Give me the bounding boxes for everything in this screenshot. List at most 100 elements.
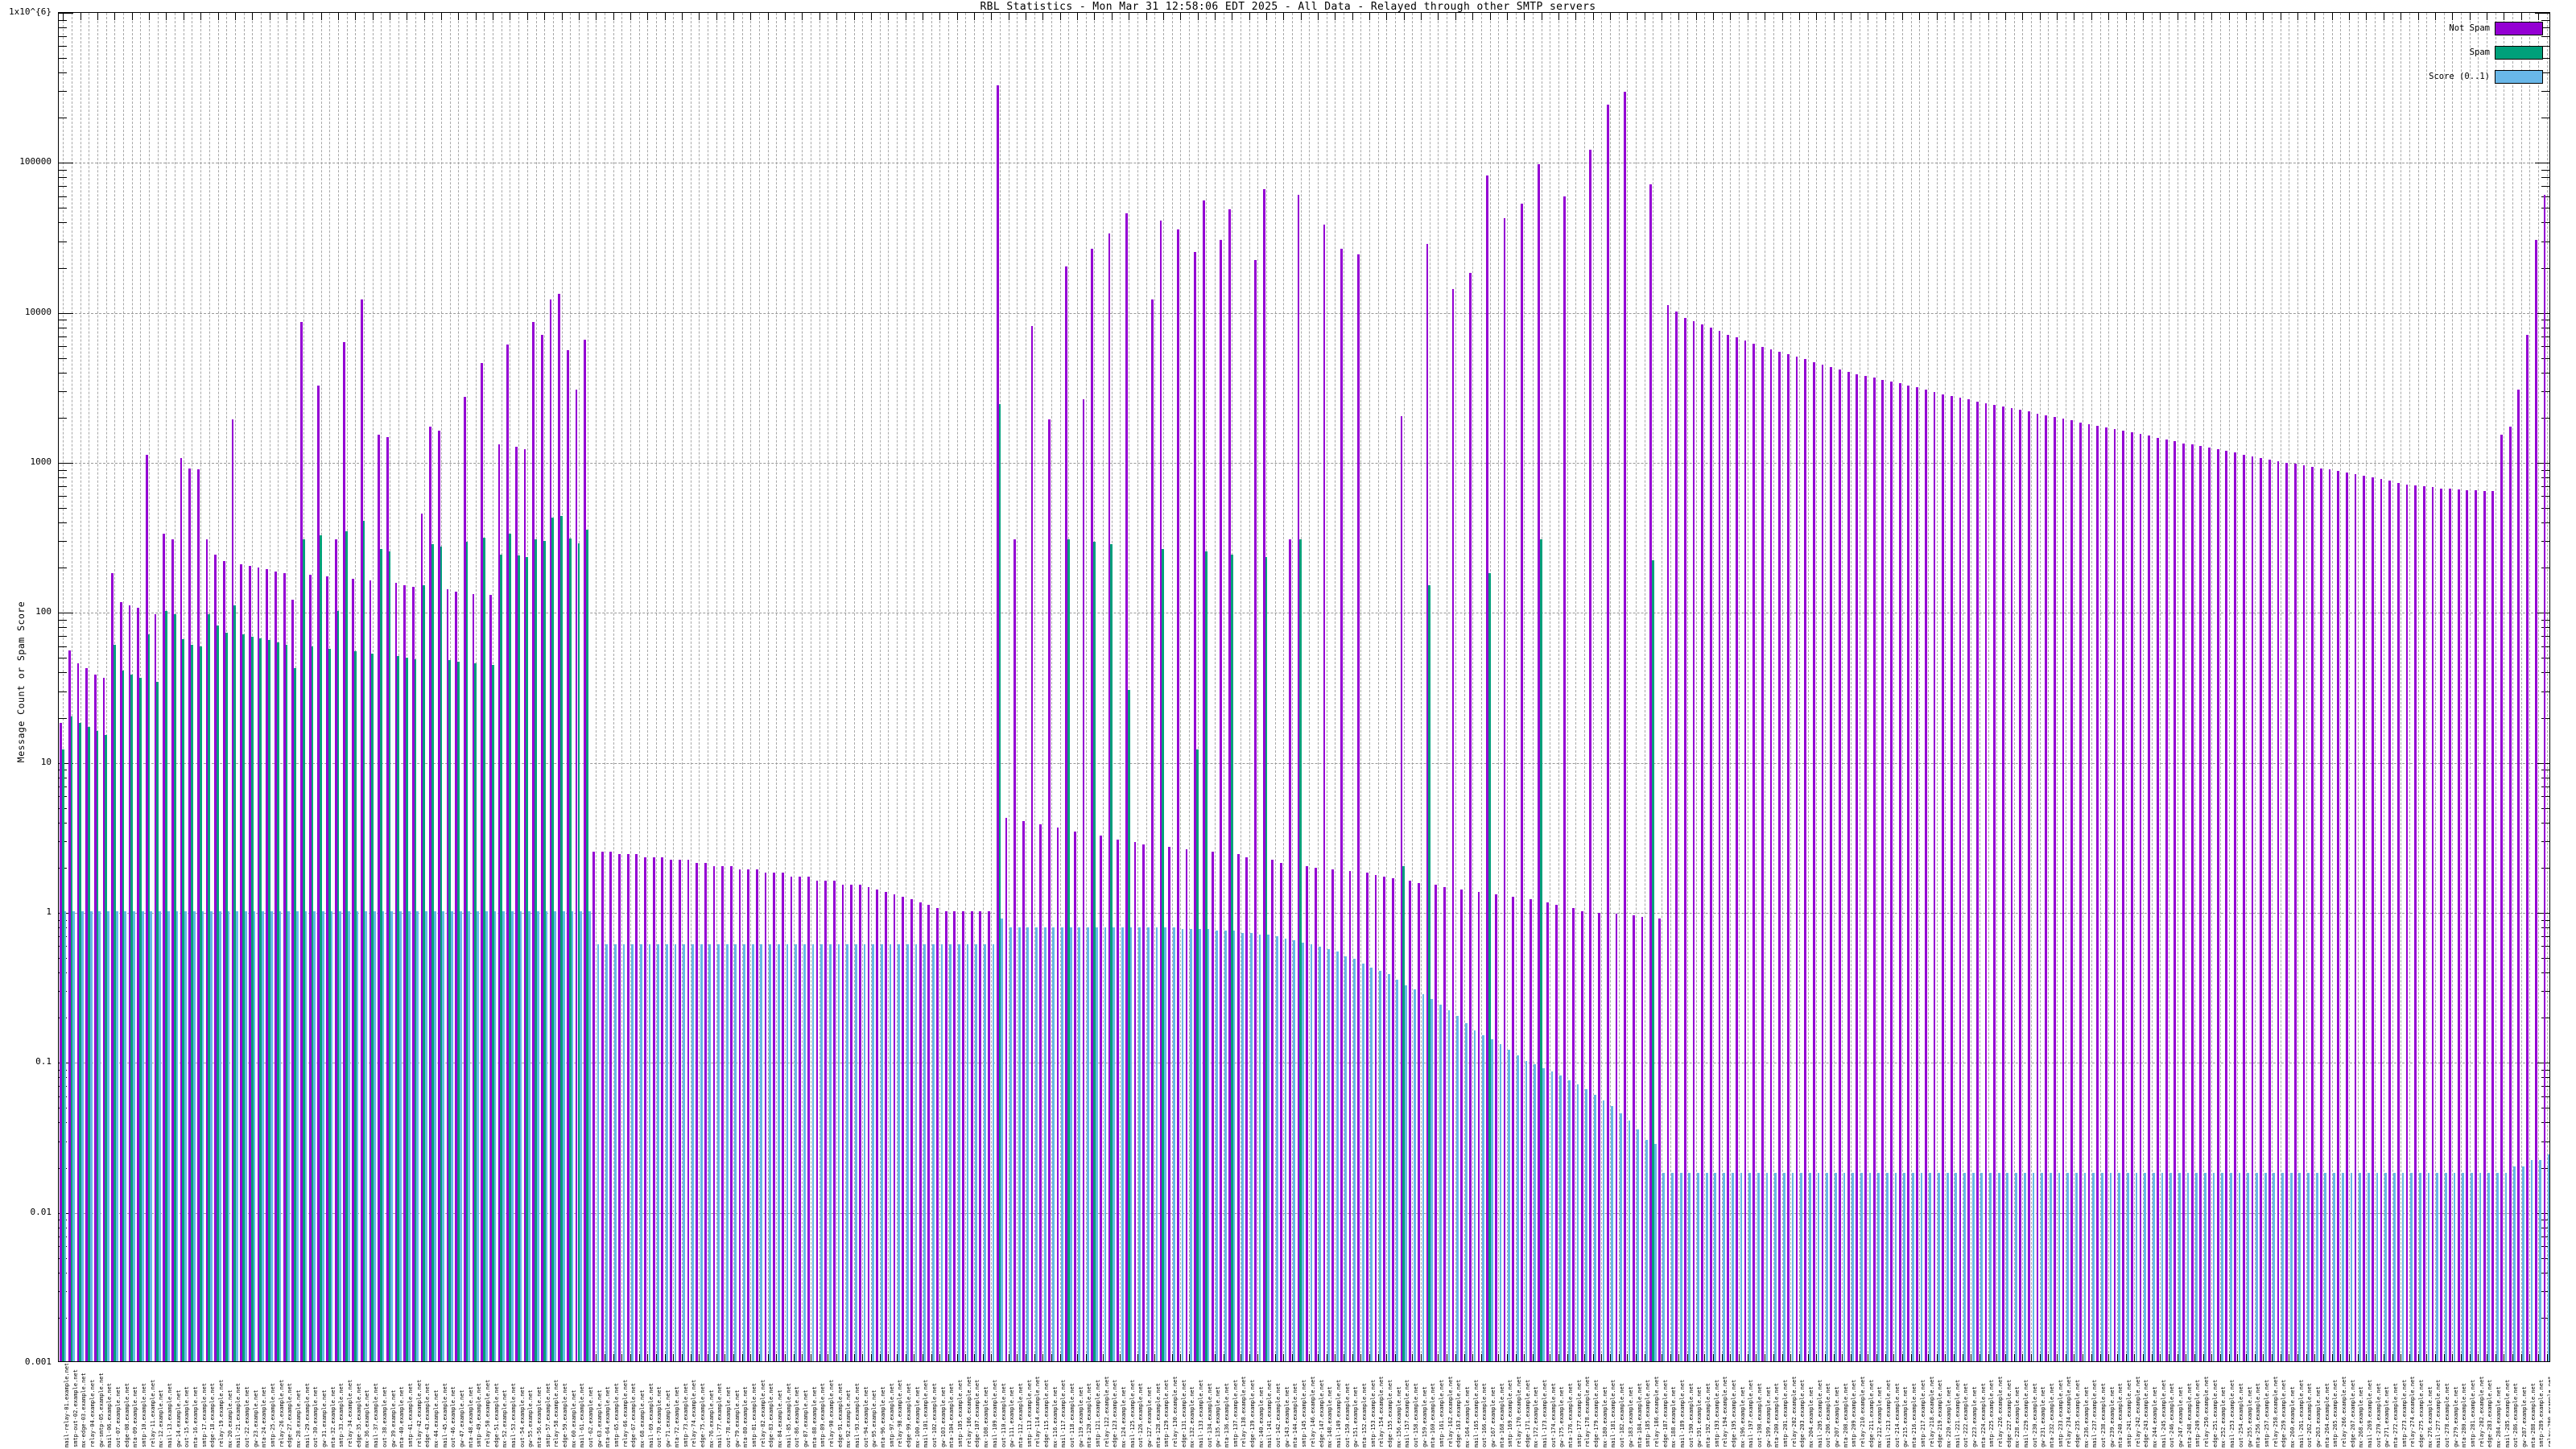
x-tick xyxy=(819,1354,820,1361)
x-tick-label: mx-116.example.net xyxy=(1051,1386,1059,1447)
x-tick-label: mta-88.example.net xyxy=(811,1386,818,1447)
bar-score xyxy=(468,911,471,1361)
bar-not-spam xyxy=(463,396,466,1361)
x-tick-top xyxy=(1162,13,1164,20)
x-tick-top xyxy=(2297,13,2299,20)
x-tick-label: gw-183.example.net xyxy=(1627,1386,1634,1447)
gridline-v xyxy=(1017,13,1018,1361)
bar-score xyxy=(691,944,694,1361)
x-tick-label: mx-164.example.net xyxy=(1464,1386,1471,1447)
x-tick-top xyxy=(1954,13,1955,20)
bar-not-spam xyxy=(2534,239,2537,1361)
bar-not-spam xyxy=(334,539,337,1361)
bar-not-spam xyxy=(2500,435,2503,1361)
y-tick-minor xyxy=(59,646,67,647)
gridline-v xyxy=(613,13,614,1361)
bar-not-spam xyxy=(1898,383,1901,1361)
x-tick-top xyxy=(234,13,236,20)
x-tick xyxy=(870,1354,872,1361)
x-tick-top xyxy=(337,13,339,20)
bar-score xyxy=(1267,934,1270,1361)
x-tick-label: gw-23.example.net xyxy=(252,1389,259,1447)
gridline-v xyxy=(2314,13,2316,1361)
bar-not-spam xyxy=(76,663,80,1361)
x-tick-label: smtp-161.example.net xyxy=(1438,1379,1445,1447)
y-tick-minor xyxy=(59,627,67,629)
bar-score xyxy=(1765,1173,1769,1361)
bar-spam xyxy=(423,584,426,1361)
bar-score xyxy=(966,944,969,1361)
gridline-v xyxy=(767,13,769,1361)
bar-score xyxy=(975,944,978,1361)
bar-score xyxy=(906,944,909,1361)
x-tick-top xyxy=(166,13,167,20)
x-tick-top xyxy=(97,13,99,20)
bar-not-spam xyxy=(2319,468,2322,1361)
bar-not-spam xyxy=(2285,462,2288,1361)
x-tick-label: mail-13.example.net xyxy=(166,1382,173,1447)
gridline-v xyxy=(1403,13,1405,1361)
y-tick-major xyxy=(2535,312,2549,314)
bar-score xyxy=(2256,1173,2258,1361)
bar-score xyxy=(374,911,376,1361)
x-tick-top xyxy=(114,13,116,20)
bar-score xyxy=(1164,927,1166,1361)
y-tick-minor xyxy=(59,469,67,471)
bar-not-spam xyxy=(317,385,320,1361)
bar-score xyxy=(1249,932,1253,1361)
gridline-v xyxy=(853,13,855,1361)
bar-not-spam xyxy=(635,854,638,1361)
bar-score xyxy=(1946,1173,1949,1361)
bar-score xyxy=(683,944,686,1361)
gridline-v xyxy=(1893,13,1895,1361)
bar-spam xyxy=(217,625,219,1361)
x-tick-top xyxy=(1180,13,1182,20)
gridline-v xyxy=(664,13,666,1361)
x-tick-top xyxy=(664,13,666,20)
bar-not-spam xyxy=(1657,918,1661,1361)
x-tick-label: relay-146.example.net xyxy=(1309,1376,1316,1447)
x-tick-label: gw-175.example.net xyxy=(1558,1386,1566,1447)
gridline-v xyxy=(1901,13,1903,1361)
x-tick xyxy=(1249,1354,1250,1361)
gridline-v xyxy=(2091,13,2092,1361)
bar-not-spam xyxy=(902,896,905,1361)
bar-score xyxy=(1997,1173,2000,1361)
y-tick-minor xyxy=(59,541,67,543)
x-tick xyxy=(1154,1354,1156,1361)
x-tick-label: relay-66.example.net xyxy=(621,1379,629,1447)
x-tick-label: relay-258.example.net xyxy=(2272,1376,2279,1447)
x-tick-top xyxy=(561,13,563,20)
x-tick-top xyxy=(2160,13,2161,20)
bar-score xyxy=(2264,1173,2267,1361)
x-tick-label: mail-269.example.net xyxy=(2366,1379,2373,1447)
bar-not-spam xyxy=(1787,353,1790,1361)
bar-score xyxy=(287,911,291,1361)
x-tick-label: smtp-121.example.net xyxy=(1094,1379,1101,1447)
bar-not-spam xyxy=(2234,452,2236,1361)
bar-not-spam xyxy=(1047,419,1051,1361)
bar-score xyxy=(1396,979,1399,1361)
bar-score xyxy=(2462,1173,2465,1361)
y-tick-minor xyxy=(59,522,67,524)
x-tick-top xyxy=(2005,13,2007,20)
gridline-v xyxy=(80,13,81,1361)
bar-not-spam xyxy=(257,568,260,1361)
bar-spam xyxy=(225,632,228,1361)
bar-not-spam xyxy=(601,851,604,1361)
bar-score xyxy=(1207,929,1210,1361)
bar-spam xyxy=(1110,544,1113,1361)
legend-swatch-spam xyxy=(2495,45,2543,60)
gridline-v xyxy=(1618,13,1620,1361)
bar-score xyxy=(2522,1166,2524,1361)
bar-spam xyxy=(105,734,108,1361)
x-tick-label: gw-159.example.net xyxy=(1421,1386,1428,1447)
x-tick-label: edge-251.example.net xyxy=(2211,1379,2219,1447)
bar-score xyxy=(2109,1173,2112,1361)
x-tick-label: edge-203.example.net xyxy=(1799,1379,1806,1447)
bar-not-spam xyxy=(815,880,819,1361)
bar-spam xyxy=(465,542,469,1361)
bar-spam xyxy=(173,614,176,1361)
x-tick-label: mta-248.example.net xyxy=(2186,1382,2193,1447)
x-tick-label: mx-100.example.net xyxy=(914,1386,921,1447)
